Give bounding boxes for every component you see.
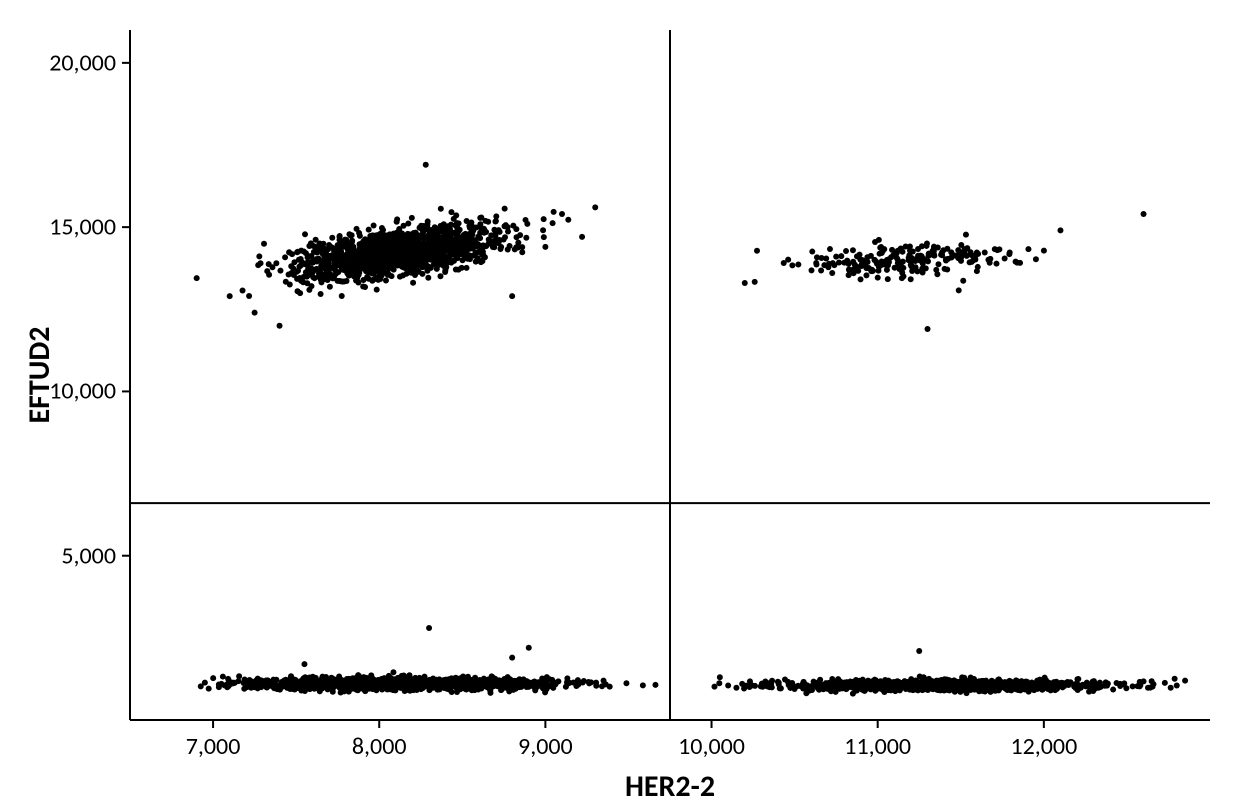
x-axis-label: HER2-2 [625, 768, 715, 805]
x-tick-label: 11,000 [844, 732, 911, 761]
x-tick-label: 9,000 [518, 732, 573, 761]
y-tick-label: 5,000 [61, 541, 116, 570]
y-tick-label: 20,000 [49, 48, 116, 77]
plot-svg [130, 30, 1210, 720]
y-axis-label: EFTUD2 [21, 327, 58, 424]
x-tick-label: 10,000 [678, 732, 745, 761]
scatter-chart: EFTUD2 HER2-2 5,000 10,000 15,000 20,000 7,… [0, 0, 1239, 811]
y-tick-label: 10,000 [49, 377, 116, 406]
x-tick-label: 12,000 [1010, 732, 1077, 761]
plot-area [130, 30, 1210, 720]
y-tick-label: 15,000 [49, 213, 116, 242]
x-tick-label: 7,000 [186, 732, 241, 761]
x-tick-label: 8,000 [352, 732, 407, 761]
